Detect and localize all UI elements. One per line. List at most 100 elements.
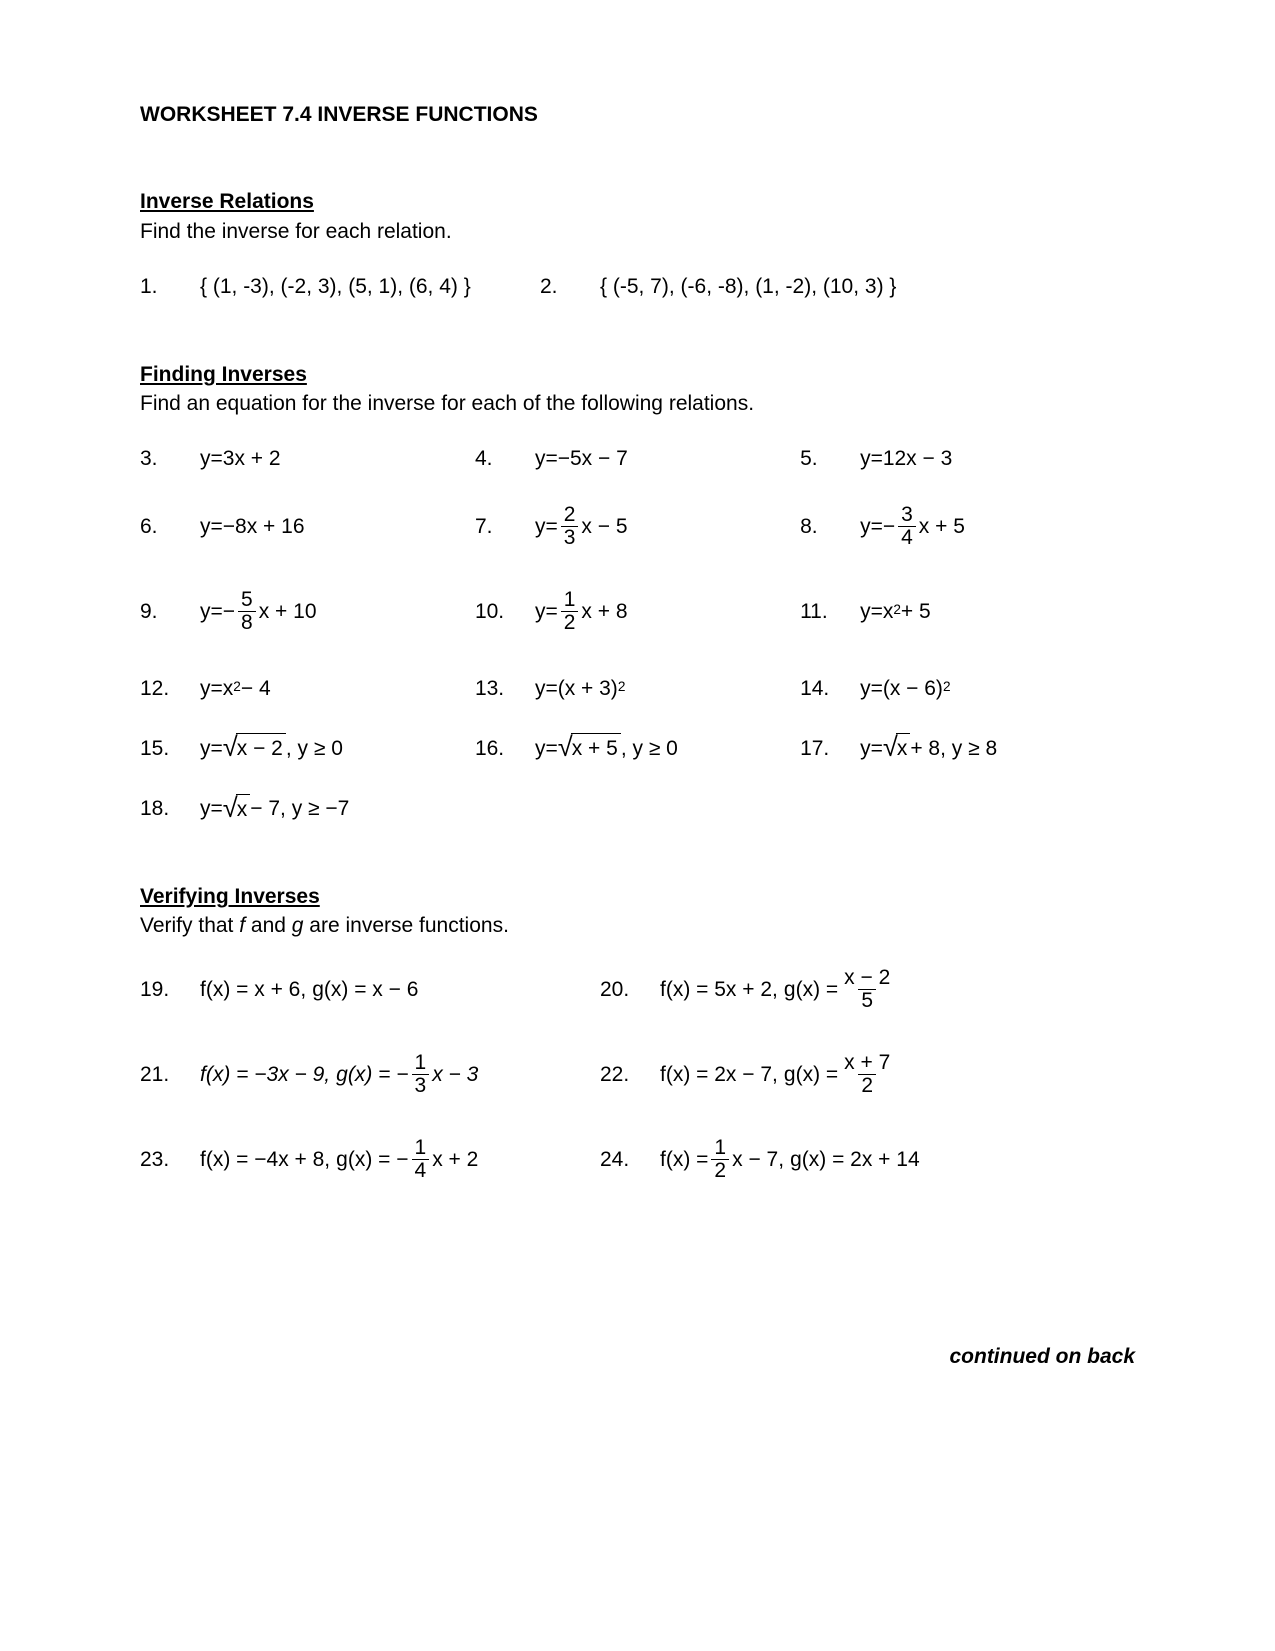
problem-number: 5.: [800, 444, 860, 473]
math-paren: (x − 6): [883, 674, 943, 703]
problem-expression: y = √x − 7, y ≥ −7: [200, 794, 480, 824]
problem-row: 6. y = −8x + 16 7. y = 23x − 5 8. y = −3…: [140, 504, 1135, 549]
problem-number: 11.: [800, 597, 860, 626]
problem-number: 15.: [140, 734, 200, 763]
math-tail: x + 8: [581, 597, 627, 626]
math-f-tail: x − 7,: [732, 1145, 784, 1174]
surd-icon: √: [223, 735, 238, 765]
problem-number: 1.: [140, 272, 200, 301]
problem-number: 6.: [140, 512, 200, 541]
radicand: x − 2: [236, 733, 286, 763]
math-tail: + 5: [901, 597, 931, 626]
fraction: 14: [412, 1137, 430, 1182]
denominator: 3: [412, 1074, 430, 1097]
numerator: 2: [561, 504, 579, 526]
worksheet-page: WORKSHEET 7.4 INVERSE FUNCTIONS Inverse …: [0, 0, 1275, 1452]
radicand: x + 5: [571, 733, 621, 763]
problem-number: 14.: [800, 674, 860, 703]
problem-row: 3. y = 3x + 2 4. y = −5x − 7 5. y = 12x …: [140, 444, 1135, 473]
numerator: 1: [412, 1137, 430, 1159]
problem-row: 1. { (1, -3), (-2, 3), (5, 1), (6, 4) } …: [140, 272, 1135, 301]
section-intro: Find the inverse for each relation.: [140, 217, 1135, 246]
math-sup: 2: [233, 677, 241, 696]
fraction: 13: [412, 1052, 430, 1097]
math-lhs: y: [535, 512, 546, 541]
math-tail: + 8: [910, 734, 940, 763]
numerator: 1: [412, 1052, 430, 1074]
surd-icon: √: [883, 735, 898, 765]
problem-number: 17.: [800, 734, 860, 763]
math-cond: , y ≥ 0: [621, 734, 678, 763]
math-tail: x + 5: [919, 512, 965, 541]
problem-number: 4.: [475, 444, 535, 473]
numerator: 1: [711, 1137, 729, 1159]
problem-expression: f(x) = x + 6,g(x) = x − 6: [200, 975, 600, 1004]
math-lhs: y: [860, 597, 871, 626]
problem-number: 24.: [600, 1145, 660, 1174]
fraction: 34: [898, 504, 916, 549]
math-lhs: y: [535, 444, 546, 473]
fraction: 12: [561, 589, 579, 634]
math-lhs: y: [535, 597, 546, 626]
problem-expression: y = −34x + 5: [860, 504, 1135, 549]
math-sup: 2: [943, 677, 951, 696]
math-tail: − 4: [241, 674, 271, 703]
problem-number: 22.: [600, 1060, 660, 1089]
surd-icon: √: [223, 796, 238, 826]
problem-expression: y = √x − 2, y ≥ 0: [200, 733, 475, 763]
problem-expression: y = (x − 6)2: [860, 674, 1135, 703]
math-f: f(x) = 5x + 2,: [660, 975, 778, 1004]
intro-text: are inverse functions.: [303, 914, 508, 937]
math-lhs: y: [200, 512, 211, 541]
problem-number: 10.: [475, 597, 535, 626]
section-intro: Verify that f and g are inverse function…: [140, 911, 1135, 940]
problem-row: 23. f(x) = −4x + 8,g(x) = −14x + 2 24. f…: [140, 1137, 1135, 1182]
sqrt: √x: [223, 794, 250, 824]
math-tail: x − 5: [581, 512, 627, 541]
math-lhs: y: [200, 444, 211, 473]
section-heading: Finding Inverses: [140, 360, 1135, 389]
math-g-pre: g(x) = −: [336, 1145, 408, 1174]
radicand: x: [896, 733, 911, 763]
problem-number: 20.: [600, 975, 660, 1004]
problem-number: 9.: [140, 597, 200, 626]
problem-expression: f(x) = 5x + 2,g(x) = x − 25: [660, 967, 1060, 1012]
fraction: x − 25: [841, 967, 893, 1012]
numerator: 5: [238, 589, 256, 611]
math-lhs: y: [860, 734, 871, 763]
problem-number: 23.: [140, 1145, 200, 1174]
math-g: g(x) = x − 6: [312, 975, 418, 1004]
problem-expression: y = 12x + 8: [535, 589, 800, 634]
math-rhs: 3x + 2: [223, 444, 281, 473]
numerator: 1: [561, 589, 579, 611]
problem-row: 21. f(x) = −3x − 9,g(x) = −13x − 3 22. f…: [140, 1052, 1135, 1097]
fraction: 23: [561, 504, 579, 549]
math-g-pre: g(x) =: [784, 975, 838, 1004]
math-tail: − 7: [250, 794, 280, 823]
fraction: 58: [238, 589, 256, 634]
problem-expression: y = x2 − 4: [200, 674, 475, 703]
section-heading: Verifying Inverses: [140, 882, 1135, 911]
math-base: x: [223, 674, 234, 703]
math-lhs: y: [860, 444, 871, 473]
denominator: 3: [561, 526, 579, 549]
math-g-pre: g(x) =: [784, 1060, 838, 1089]
problem-expression: y = −58x + 10: [200, 589, 475, 634]
math-lhs: y: [200, 674, 211, 703]
math-lhs: y: [535, 734, 546, 763]
problem-expression: y = 12x − 3: [860, 444, 1135, 473]
problem-number: 2.: [540, 272, 600, 301]
problem-expression: y = √x + 5, y ≥ 0: [535, 733, 800, 763]
denominator: 5: [858, 989, 876, 1012]
problem-expression: y = √x + 8, y ≥ 8: [860, 733, 1135, 763]
numerator: x − 2: [841, 967, 893, 989]
section-finding-inverses: Finding Inverses Find an equation for th…: [140, 360, 1135, 825]
fraction: 12: [711, 1137, 729, 1182]
problem-expression: f(x) = −3x − 9,g(x) = −13x − 3: [200, 1052, 600, 1097]
sqrt: √x: [883, 733, 910, 763]
math-paren: (x + 3): [558, 674, 618, 703]
problem-number: 19.: [140, 975, 200, 1004]
math-rhs: 12x − 3: [883, 444, 952, 473]
denominator: 8: [238, 611, 256, 634]
section-inverse-relations: Inverse Relations Find the inverse for e…: [140, 187, 1135, 301]
